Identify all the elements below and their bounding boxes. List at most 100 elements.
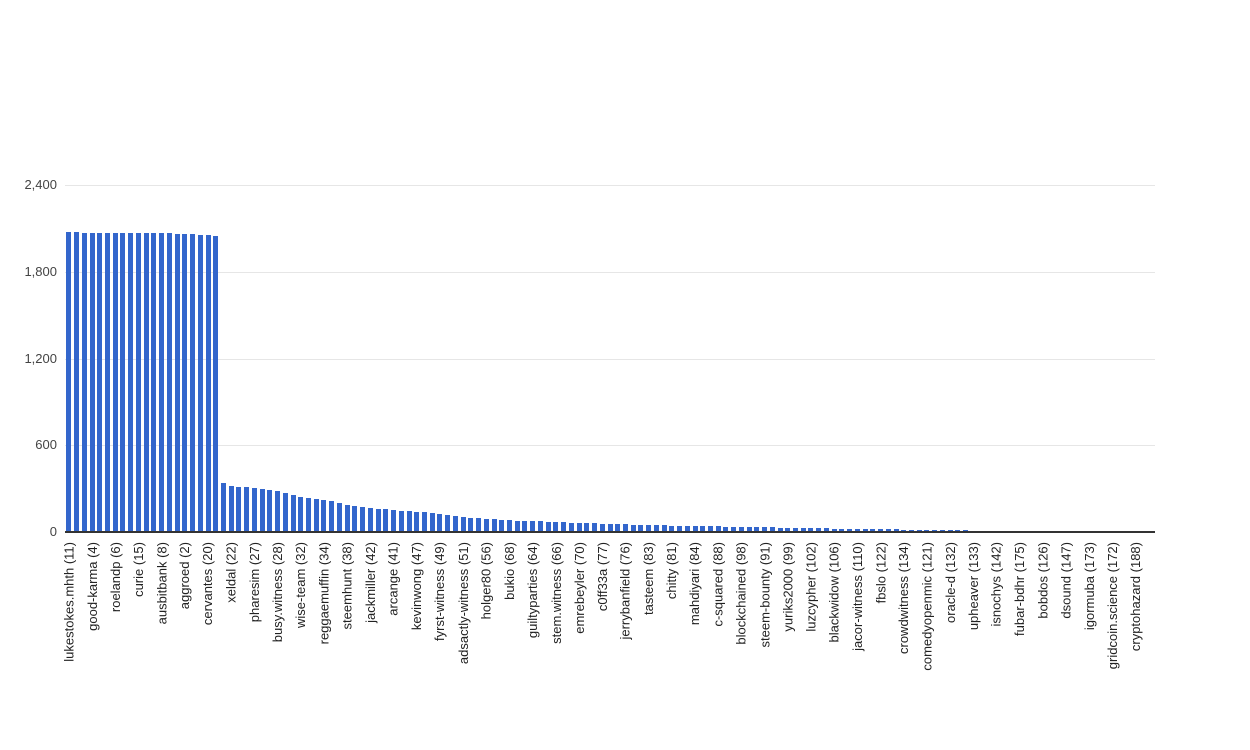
bar[interactable]: [105, 232, 111, 532]
bar[interactable]: [878, 529, 884, 532]
bar[interactable]: [537, 521, 543, 532]
bar[interactable]: [421, 512, 427, 532]
bar[interactable]: [793, 527, 799, 532]
bar[interactable]: [406, 511, 412, 532]
bar[interactable]: [715, 526, 721, 532]
bar[interactable]: [81, 232, 87, 532]
bar[interactable]: [816, 528, 822, 532]
bar[interactable]: [584, 523, 590, 532]
bar[interactable]: [244, 487, 250, 532]
bar[interactable]: [429, 513, 435, 532]
bar[interactable]: [630, 524, 636, 532]
bar[interactable]: [622, 524, 628, 532]
bar[interactable]: [653, 525, 659, 532]
bar[interactable]: [499, 519, 505, 532]
bar[interactable]: [785, 527, 791, 532]
bar[interactable]: [414, 511, 420, 532]
bar[interactable]: [437, 514, 443, 532]
bar[interactable]: [661, 525, 667, 532]
bar[interactable]: [298, 496, 304, 532]
bar[interactable]: [128, 232, 134, 532]
bar[interactable]: [398, 510, 404, 532]
bar[interactable]: [684, 525, 690, 532]
bar[interactable]: [166, 233, 172, 532]
bar[interactable]: [360, 506, 366, 532]
bar[interactable]: [251, 488, 257, 532]
bar[interactable]: [182, 234, 188, 532]
bar[interactable]: [66, 232, 72, 532]
bar[interactable]: [290, 494, 296, 532]
bar[interactable]: [460, 516, 466, 532]
bar[interactable]: [259, 489, 265, 532]
bar[interactable]: [476, 518, 482, 532]
bar[interactable]: [592, 523, 598, 532]
bar[interactable]: [468, 517, 474, 532]
bar[interactable]: [383, 509, 389, 532]
bar[interactable]: [646, 525, 652, 532]
bar[interactable]: [190, 234, 196, 532]
bar[interactable]: [746, 526, 752, 532]
bar[interactable]: [908, 529, 914, 532]
bar[interactable]: [452, 516, 458, 532]
bar[interactable]: [329, 501, 335, 532]
bar[interactable]: [831, 528, 837, 532]
bar[interactable]: [677, 525, 683, 532]
bar[interactable]: [135, 232, 141, 532]
bar[interactable]: [120, 232, 126, 532]
bar[interactable]: [800, 527, 806, 532]
bar[interactable]: [306, 497, 311, 532]
bar[interactable]: [901, 529, 907, 532]
bar[interactable]: [700, 526, 706, 532]
bar[interactable]: [213, 235, 219, 532]
bar[interactable]: [823, 528, 829, 532]
bar[interactable]: [692, 525, 698, 532]
bar[interactable]: [862, 528, 868, 532]
bar[interactable]: [839, 528, 845, 532]
bar[interactable]: [885, 529, 891, 532]
bar[interactable]: [313, 498, 319, 532]
bar[interactable]: [762, 527, 768, 532]
bar[interactable]: [870, 529, 876, 532]
bar[interactable]: [112, 232, 118, 532]
bar[interactable]: [367, 507, 373, 532]
bar[interactable]: [847, 528, 853, 532]
bar[interactable]: [336, 502, 342, 532]
bar[interactable]: [514, 520, 520, 532]
bar[interactable]: [932, 529, 938, 532]
bar[interactable]: [391, 510, 397, 532]
bar[interactable]: [707, 526, 713, 532]
bar[interactable]: [615, 524, 621, 532]
bar[interactable]: [893, 529, 899, 532]
bar[interactable]: [754, 527, 760, 532]
bar[interactable]: [545, 521, 551, 532]
bar[interactable]: [205, 235, 211, 532]
bar[interactable]: [769, 527, 775, 532]
bar[interactable]: [352, 505, 358, 532]
bar[interactable]: [483, 518, 489, 532]
bar[interactable]: [568, 522, 574, 532]
bar[interactable]: [731, 526, 737, 532]
bar[interactable]: [599, 523, 605, 532]
bar[interactable]: [507, 520, 512, 532]
bar[interactable]: [553, 522, 559, 532]
bar[interactable]: [151, 233, 157, 532]
bar[interactable]: [530, 521, 536, 532]
bar[interactable]: [89, 232, 95, 532]
bar[interactable]: [267, 490, 273, 532]
bar[interactable]: [491, 519, 497, 532]
bar[interactable]: [197, 234, 203, 532]
bar[interactable]: [522, 520, 528, 532]
bar[interactable]: [344, 504, 350, 532]
bar[interactable]: [723, 526, 729, 532]
bar[interactable]: [321, 499, 327, 532]
bar[interactable]: [561, 522, 567, 532]
bar[interactable]: [282, 492, 288, 532]
bar[interactable]: [159, 233, 165, 532]
bar[interactable]: [854, 528, 860, 532]
bar[interactable]: [220, 482, 226, 532]
bar[interactable]: [174, 233, 180, 532]
bar[interactable]: [228, 486, 234, 532]
bar[interactable]: [97, 232, 103, 532]
bar[interactable]: [375, 508, 381, 532]
bar[interactable]: [236, 486, 242, 532]
